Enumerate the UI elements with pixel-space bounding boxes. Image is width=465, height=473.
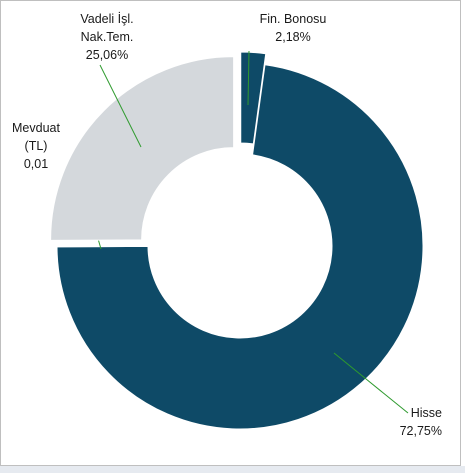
chart-bottom-strip bbox=[0, 466, 465, 473]
data-label-fin-bonosu: Fin. Bonosu 2,18% bbox=[260, 12, 327, 44]
data-label-vadeli-i-l-nak-tem: Vadeli İşl. Nak.Tem. 25,06% bbox=[80, 12, 133, 62]
slice-hisse bbox=[56, 64, 424, 430]
leader-line-fin-bonosu bbox=[247, 50, 250, 106]
leader-line-vadeli-i-l-nak-tem bbox=[99, 64, 142, 148]
data-label-hisse: Hisse 72,75% bbox=[400, 406, 442, 438]
donut-chart: Fin. Bonosu 2,18% Hisse 72,75% Mevduat (TL) 0,… bbox=[12, 12, 442, 438]
slice-vadeli-i-l-nak-tem bbox=[50, 56, 235, 241]
data-label-mevduat-tl: Mevduat (TL) 0,01 bbox=[12, 121, 60, 171]
leader-line-hisse bbox=[333, 352, 409, 414]
chart-frame: Fin. Bonosu 2,18% Hisse 72,75% Mevduat (TL) 0,… bbox=[0, 0, 461, 466]
